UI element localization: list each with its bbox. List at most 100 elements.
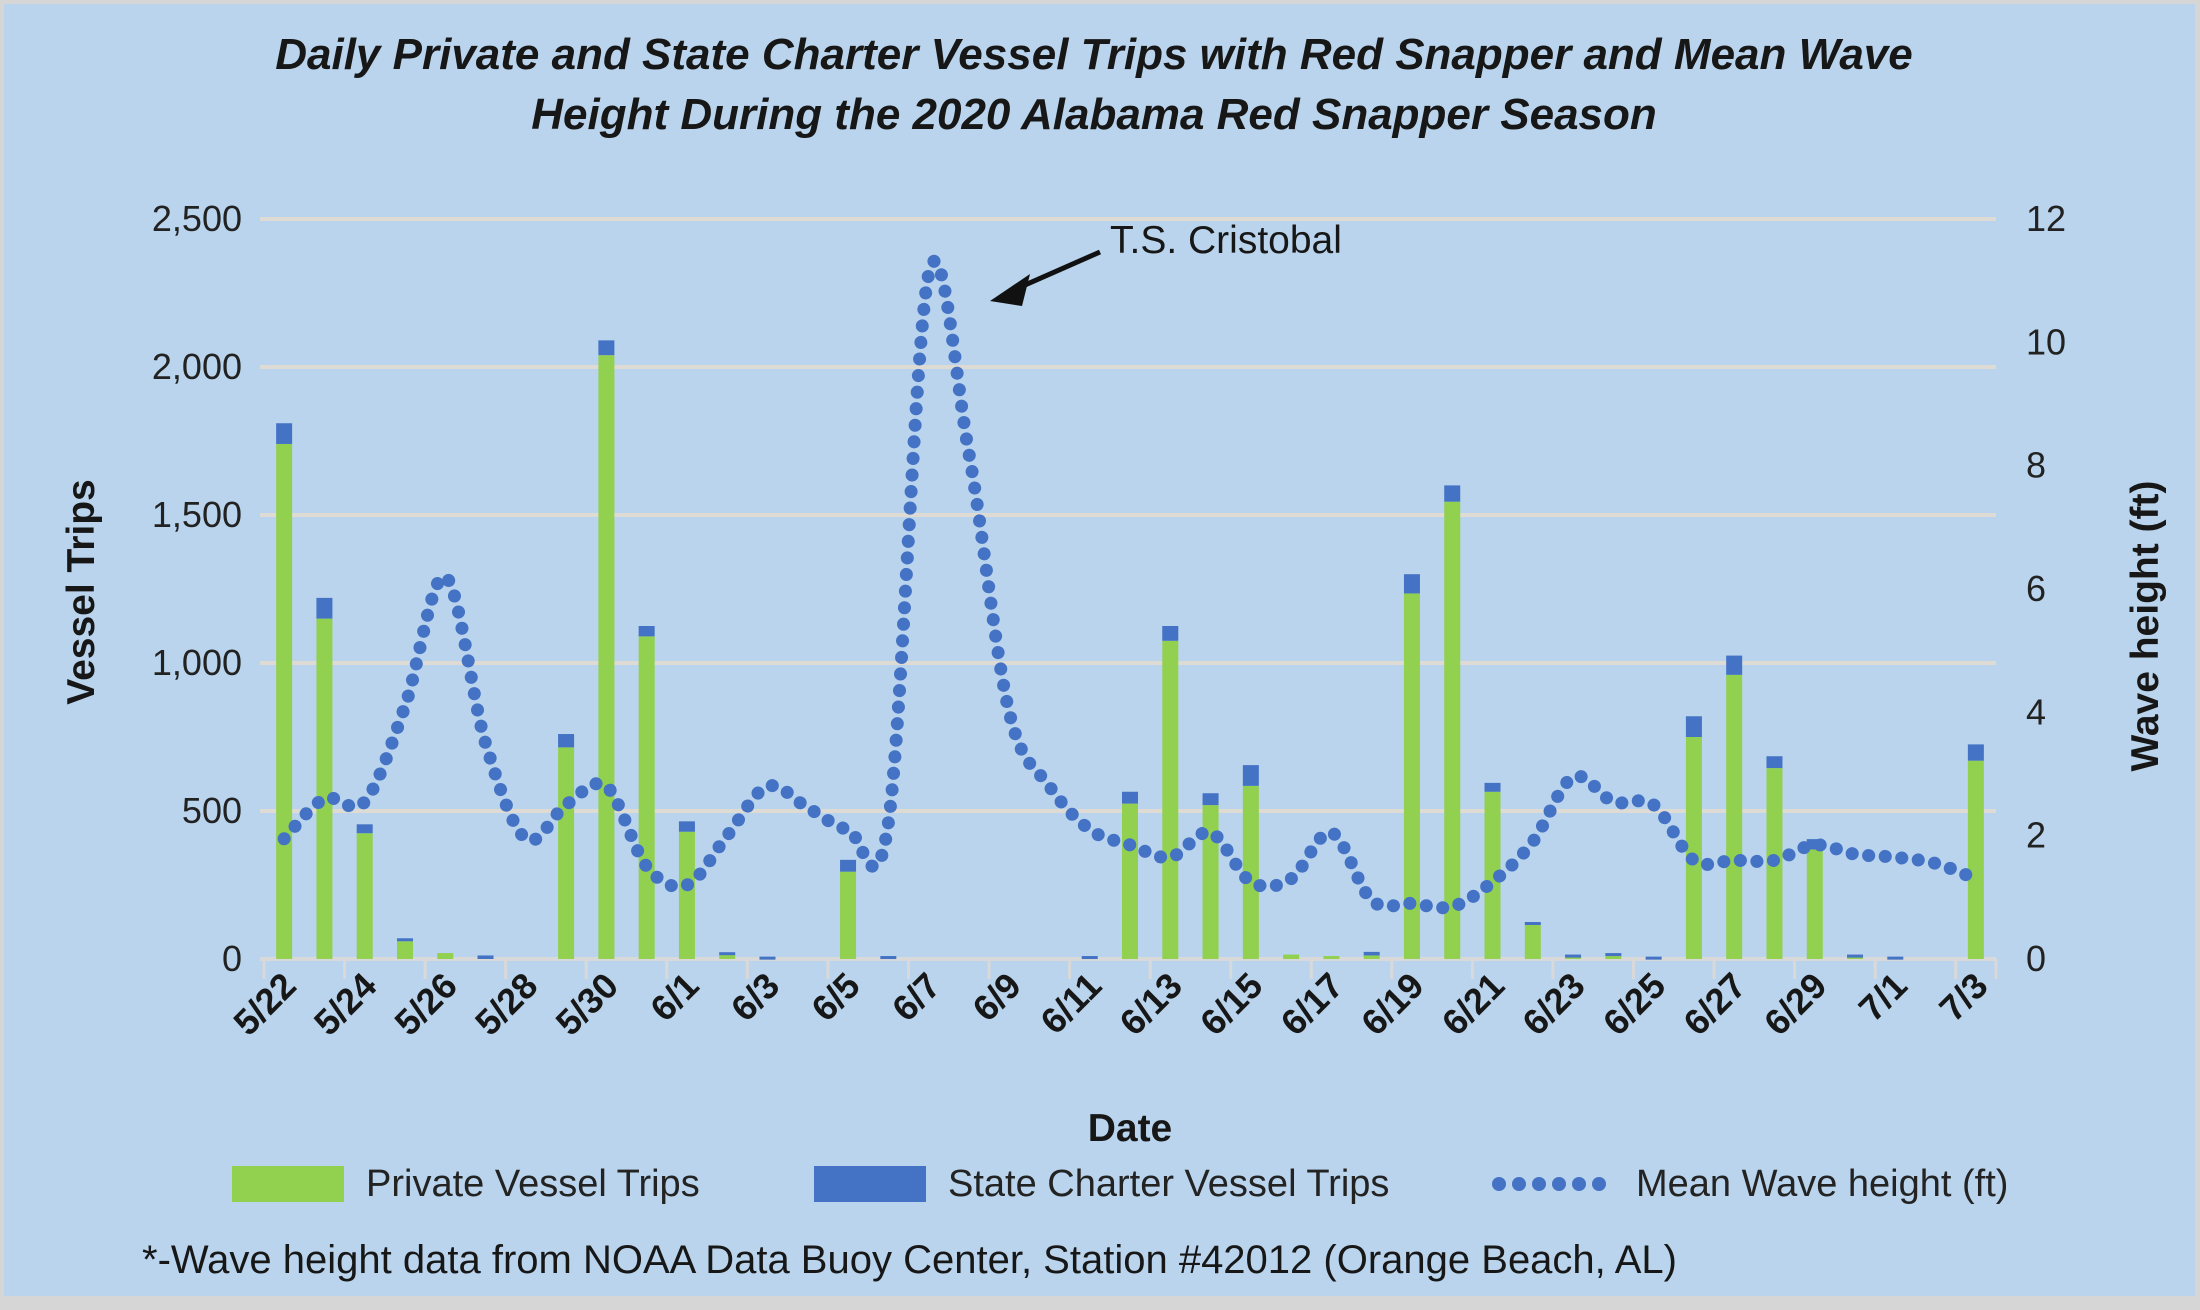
x-axis-tick-label: 7/3 [1931,965,1995,1029]
left-axis-tick-label: 500 [182,790,242,831]
x-axis-tick-label: 7/1 [1851,965,1915,1029]
x-axis-tick-label: 6/1 [642,965,706,1029]
bar-private-6/14 [1202,805,1219,959]
bar-private-6/18 [1363,955,1380,959]
x-axis-tick-label: 6/17 [1273,965,1352,1044]
bar-private-6/26 [1685,737,1702,959]
bar-charter-5/27 [477,955,494,959]
bar-private-5/24 [356,833,373,959]
left-axis-tick-label: 1,000 [152,642,242,683]
private-swatch-icon [232,1166,344,1202]
x-axis-tick-label: 6/27 [1675,965,1754,1044]
bar-private-7/3 [1967,760,1984,959]
x-axis-tick-label: 6/3 [723,965,787,1029]
wave-dot-icon [1572,1177,1586,1191]
bar-charter-6/30 [1847,954,1864,958]
right-axis-tick-label: 6 [2026,568,2046,609]
legend-label-charter: State Charter Vessel Trips [948,1162,1390,1205]
bar-charter-6/18 [1363,951,1380,956]
bar-private-5/29 [558,747,575,959]
bar-charter-6/26 [1685,716,1702,737]
bar-charter-6/14 [1202,793,1219,806]
bar-charter-6/13 [1162,626,1179,641]
wave-dot-icon [1512,1177,1526,1191]
right-axis-tick-label: 4 [2026,691,2046,732]
bar-private-6/2 [719,954,736,959]
bar-charter-6/19 [1403,574,1420,594]
bar-private-6/29 [1806,849,1823,959]
legend-label-private: Private Vessel Trips [366,1162,700,1205]
bar-charter-6/25 [1645,956,1662,960]
wave-dot-icon [1492,1177,1506,1191]
bar-charter-5/29 [558,734,575,748]
bar-private-6/30 [1847,957,1864,959]
annotation-arrow [1014,249,1102,292]
bar-private-5/23 [316,618,333,959]
bar-charter-6/24 [1605,953,1622,957]
bar-charter-6/5 [840,859,857,872]
annotation-label: T.S. Cristobal [1110,219,1342,262]
bar-charter-6/23 [1565,954,1582,958]
x-axis-tick-label: 6/23 [1514,965,1593,1044]
charter-swatch-icon [814,1166,926,1202]
wave-dotted-swatch-icon [1492,1177,1612,1191]
annotation-arrowhead-icon [990,274,1030,306]
right-axis-tick-label: 2 [2026,815,2046,856]
bar-private-6/24 [1605,955,1622,959]
bar-charter-6/20 [1444,485,1461,502]
bar-charter-5/25 [396,938,413,942]
bar-private-6/22 [1524,924,1541,959]
left-axis-tick-label: 2,000 [152,346,242,387]
bar-private-6/19 [1403,593,1420,959]
bar-charter-6/11 [1081,956,1098,960]
bar-charter-6/28 [1766,756,1783,769]
x-axis-tick-label: 6/9 [964,965,1028,1029]
x-axis-tick-label: 5/24 [306,965,385,1044]
bar-charter-6/3 [759,956,776,960]
chart-title-line2: Height During the 2020 Alabama Red Snapp… [531,90,1657,139]
wave-dot-icon [1592,1177,1606,1191]
bar-private-6/15 [1242,785,1259,959]
x-axis-tick-label: 6/13 [1111,965,1190,1044]
bar-charter-6/27 [1726,655,1743,675]
bar-charter-5/30 [598,340,615,356]
x-axis-tick-label: 6/15 [1192,965,1271,1044]
right-axis-tick-label: 10 [2026,321,2066,362]
x-axis-tick-label: 6/19 [1353,965,1432,1044]
bar-private-5/22 [276,443,293,960]
window-bottom-strip [4,1296,2195,1310]
x-axis-tick-label: 6/7 [884,965,948,1029]
bar-private-6/20 [1444,501,1461,959]
x-axis-tick-label: 5/28 [467,965,546,1044]
left-axis-tick-label: 0 [222,938,242,979]
bar-charter-6/29 [1806,839,1823,850]
legend-label-wave: Mean Wave height (ft) [1636,1162,2009,1205]
bar-charter-5/22 [276,423,293,444]
bar-private-6/5 [840,871,857,959]
bar-charter-6/21 [1484,782,1501,792]
chart-title-line1: Daily Private and State Charter Vessel T… [275,30,1913,79]
x-axis-tick-label: 5/26 [386,965,465,1044]
x-axis-tick-label: 6/11 [1032,965,1109,1042]
bar-private-6/17 [1323,956,1340,959]
x-axis-tick-label: 6/5 [803,965,867,1029]
bar-private-5/26 [437,953,454,959]
right-axis-tick-label: 12 [2026,198,2066,239]
x-axis-title: Date [1087,1107,1173,1150]
legend-item-charter: State Charter Vessel Trips [814,1162,1389,1206]
right-axis-tick-label: 0 [2026,938,2046,979]
bar-private-6/13 [1162,640,1179,959]
bar-charter-5/24 [356,824,373,834]
right-axis-tick-label: 8 [2026,445,2046,486]
bar-charter-5/31 [638,626,655,637]
left-axis-tick-label: 1,500 [152,494,242,535]
bar-private-6/1 [678,831,695,959]
x-axis-tick-label: 6/21 [1434,965,1513,1044]
legend-item-private: Private Vessel Trips [232,1162,700,1206]
bar-private-5/30 [598,355,615,959]
bar-private-6/23 [1565,956,1582,959]
bar-charter-7/1 [1887,956,1904,960]
legend: Private Vessel Trips State Charter Vesse… [4,1162,2195,1212]
